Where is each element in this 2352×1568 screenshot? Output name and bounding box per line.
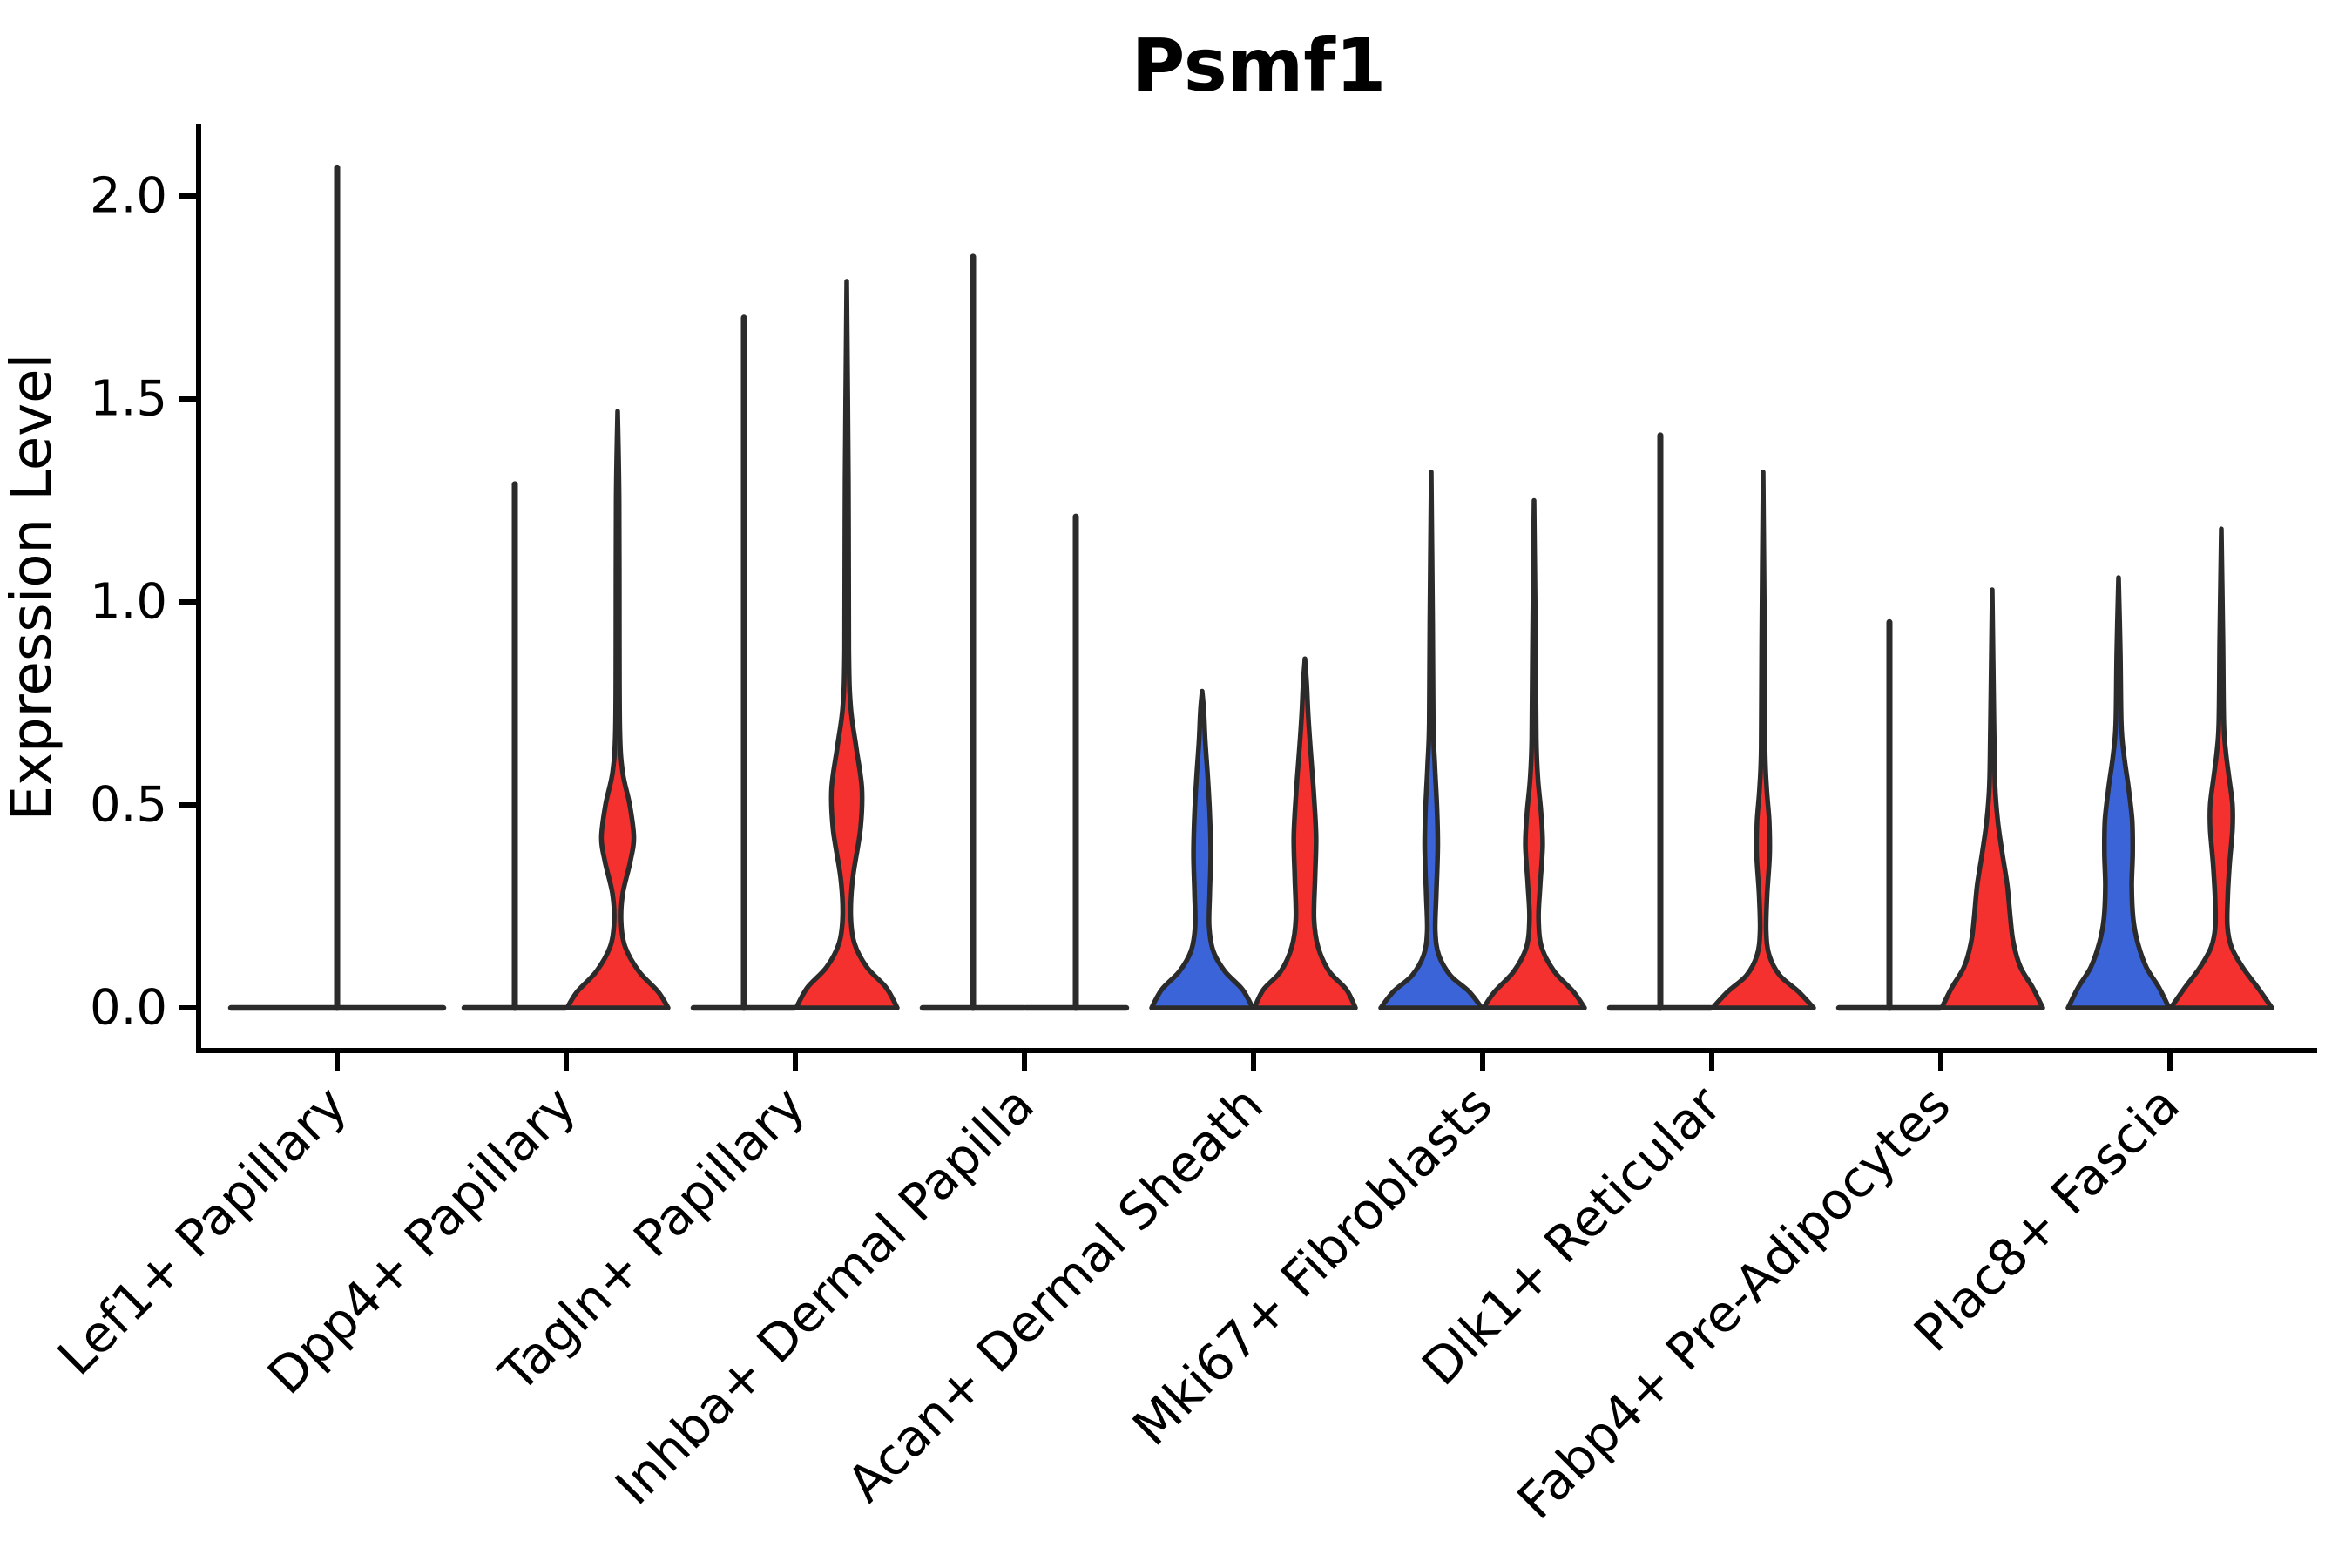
chart-title: Psmf1 [1132,23,1387,108]
y-axis-label: Expression Level [0,354,64,821]
violin-red [2168,526,2274,1010]
violin-red [794,279,900,1010]
violin-blue [1149,688,1255,1010]
y-tick-label: 0.0 [90,980,167,1037]
y-tick-label: 0.5 [90,777,167,834]
x-tick-label: Acan+ Dermal Sheath [835,1075,1274,1513]
y-tick-label: 1.5 [90,371,167,428]
x-tick-label: Fabp4+ Pre-Adipocytes [1506,1075,1962,1531]
x-tick-label: Inhba+ Dermal Papilla [604,1075,1045,1517]
violin-red [1252,656,1358,1010]
violin-shapes [227,164,2274,1011]
y-tick-label: 1.0 [90,574,167,631]
y-tick-label: 2.0 [90,168,167,225]
violin-blue [2065,575,2172,1010]
violin-red [564,409,671,1010]
violin-red [1710,470,1816,1010]
violin-red [1481,497,1587,1010]
violin-red [1939,587,2045,1010]
violin-blue [1378,470,1484,1010]
